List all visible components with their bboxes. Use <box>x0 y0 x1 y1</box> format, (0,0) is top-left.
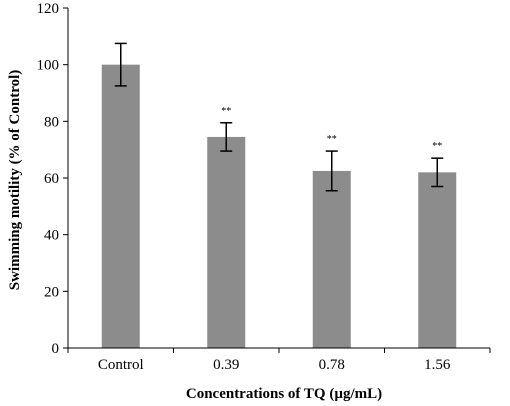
significance-mark: ** <box>221 106 231 117</box>
y-tick-label: 20 <box>44 284 59 300</box>
bar <box>312 170 351 348</box>
y-tick-label: 100 <box>37 58 60 74</box>
significance-annotations: ** ** ** <box>221 106 442 152</box>
y-ticks-group: 0 20 40 60 80 100 120 <box>37 1 68 357</box>
error-bars-group <box>114 42 444 192</box>
significance-mark: ** <box>432 141 442 152</box>
y-tick-label: 40 <box>44 228 59 244</box>
x-tick-label: 1.56 <box>424 357 451 373</box>
x-tick-label: 0.39 <box>213 357 239 373</box>
y-tick-label: 0 <box>52 341 60 357</box>
y-tick-label: 80 <box>44 114 59 130</box>
y-axis-title: Swimming motility (% of Control) <box>7 70 23 291</box>
bars-group <box>101 64 457 349</box>
y-tick-label: 60 <box>44 171 59 187</box>
x-tick-label: Control <box>98 357 144 373</box>
bar <box>207 136 246 348</box>
x-tick-label: 0.78 <box>319 357 345 373</box>
x-ticks-group: Control 0.39 0.78 1.56 <box>67 348 491 373</box>
significance-mark: ** <box>327 134 337 145</box>
y-tick-label: 120 <box>37 1 60 17</box>
bar <box>101 64 140 349</box>
bar <box>418 172 457 348</box>
x-axis-title: Concentrations of TQ (µg/mL) <box>186 386 382 402</box>
